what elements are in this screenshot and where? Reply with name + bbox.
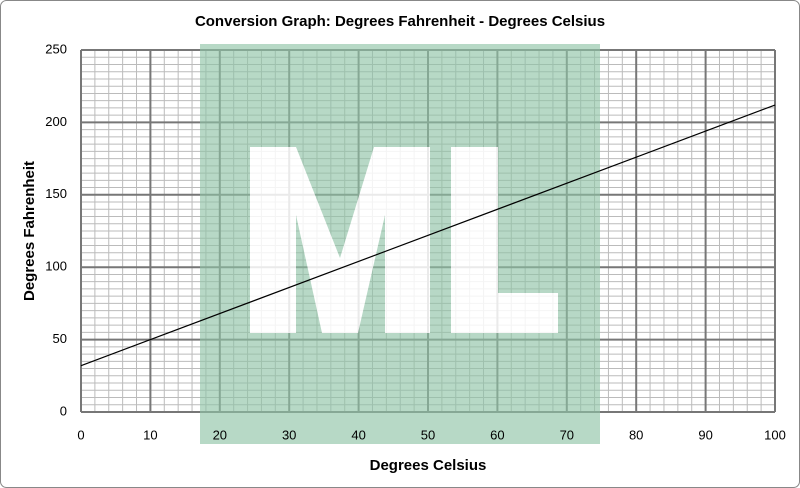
x-tick-label: 90 [698,427,712,442]
y-tick-label: 50 [53,331,67,346]
data-line [80,104,776,367]
watermark-m [250,147,430,333]
x-tick-label: 10 [143,427,157,442]
x-axis-label: Degrees Celsius [370,457,487,474]
watermark-l [451,147,558,333]
x-tick-label: 70 [560,427,574,442]
y-tick-label: 0 [60,403,67,418]
x-tick-label: 30 [282,427,296,442]
chart-title: Conversion Graph: Degrees Fahrenheit - D… [195,13,605,30]
y-tick-label: 100 [45,259,67,274]
y-tick-label: 200 [45,114,67,129]
y-axis-label: Degrees Fahrenheit [21,161,38,301]
x-tick-label: 50 [421,427,435,442]
y-tick-label: 150 [45,186,67,201]
x-tick-label: 20 [213,427,227,442]
x-tick-label: 0 [77,427,84,442]
x-tick-label: 60 [490,427,504,442]
x-tick-label: 40 [351,427,365,442]
plot: 0 10 20 30 40 50 60 70 80 90 100 0 50 100 150 200 250 [45,41,786,442]
watermark [200,44,600,444]
x-tick-label: 100 [764,427,786,442]
y-tick-label: 250 [45,41,67,56]
x-tick-label: 80 [629,427,643,442]
